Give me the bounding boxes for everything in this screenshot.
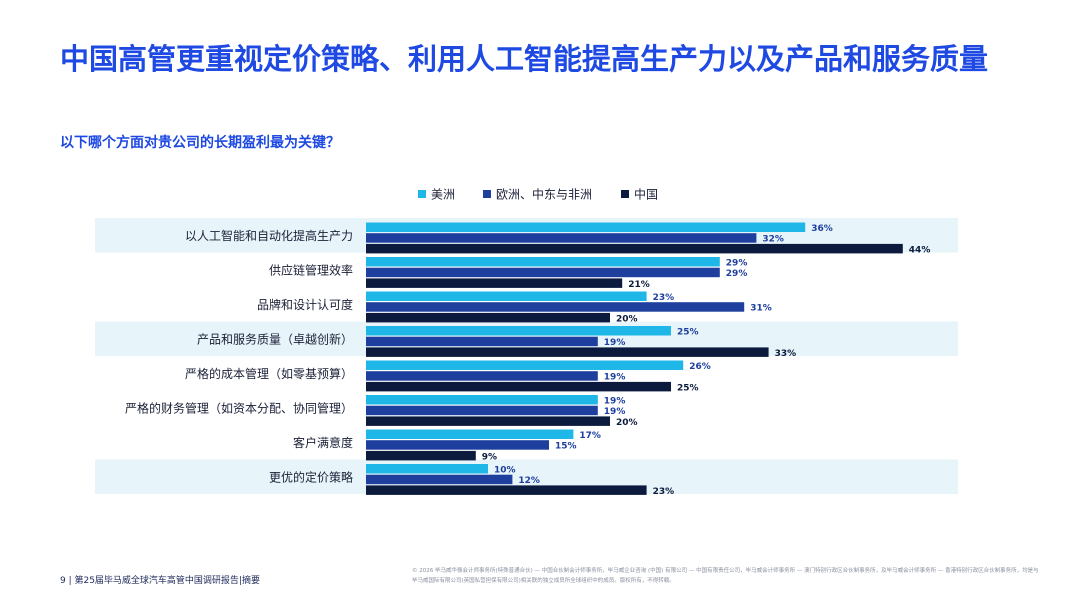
bar	[366, 429, 574, 439]
bar	[366, 450, 476, 461]
footer-copyright: © 2026 毕马威华振会计师事务所(特殊普通合伙) — 中国合伙制会计师事务所…	[412, 568, 1039, 584]
bar	[366, 336, 598, 347]
value-label: 25%	[677, 383, 699, 393]
bar	[366, 395, 598, 405]
legend-swatch	[621, 190, 629, 198]
bar	[366, 302, 745, 312]
bar	[366, 312, 610, 323]
value-label: 33%	[775, 349, 797, 359]
bar	[366, 233, 757, 243]
value-label: 25%	[677, 328, 699, 338]
value-label: 19%	[604, 397, 626, 407]
legend: 美洲 欧洲、中东与非洲 中国	[418, 187, 658, 202]
category-label: 产品和服务质量（卓越创新）	[197, 331, 353, 346]
value-label: 31%	[750, 304, 772, 314]
value-label: 12%	[518, 476, 540, 486]
bar	[366, 278, 623, 288]
value-label: 9%	[482, 452, 497, 462]
category-label: 客户满意度	[293, 435, 353, 450]
category-labels: 以人工智能和自动化提高生产力供应链管理效率品牌和设计认可度产品和服务质量（卓越创…	[125, 228, 353, 485]
bar	[366, 474, 513, 485]
legend-swatch	[418, 190, 426, 198]
value-label: 32%	[762, 235, 784, 245]
page-title: 中国高管更重视定价策略、利用人工智能提高生产力以及产品和服务质量	[60, 42, 989, 76]
legend-swatch	[483, 190, 491, 198]
category-label: 以人工智能和自动化提高生产力	[185, 228, 353, 243]
value-label: 19%	[604, 373, 626, 383]
bar	[366, 485, 647, 495]
category-label: 严格的财务管理（如资本分配、协同管理）	[125, 400, 353, 415]
bar	[366, 360, 684, 370]
value-label: 23%	[653, 293, 675, 303]
value-label: 44%	[909, 245, 931, 255]
legend-label: 美洲	[431, 188, 455, 202]
bar	[366, 243, 903, 254]
category-label: 更优的定价策略	[269, 469, 353, 484]
value-label: 17%	[579, 431, 601, 441]
value-label: 36%	[811, 224, 833, 234]
bar	[366, 440, 549, 450]
bar	[366, 381, 671, 392]
value-label: 29%	[726, 259, 748, 269]
category-label: 品牌和设计认可度	[257, 297, 353, 312]
bar	[366, 464, 488, 474]
value-label: 23%	[653, 487, 675, 497]
bar	[366, 267, 720, 278]
bar	[366, 347, 769, 357]
value-label: 26%	[689, 362, 711, 372]
value-label: 15%	[555, 442, 577, 452]
bar	[366, 257, 720, 267]
category-label: 供应链管理效率	[269, 262, 353, 277]
value-labels: 36%32%44%29%29%21%23%31%20%25%19%33%26%1…	[482, 224, 931, 497]
category-label: 严格的成本管理（如零基预算）	[185, 366, 353, 381]
bar	[366, 416, 610, 426]
bar	[366, 291, 647, 301]
footer-page-info: 9 | 第25届毕马威全球汽车高管中国调研报告|摘要	[60, 576, 260, 586]
value-label: 10%	[494, 466, 516, 476]
value-label: 29%	[726, 269, 748, 279]
value-label: 20%	[616, 418, 638, 428]
chart-question: 以下哪个方面对贵公司的长期盈利最为关键？	[60, 135, 340, 151]
value-label: 20%	[616, 314, 638, 324]
bar	[366, 222, 806, 232]
bar	[366, 371, 598, 381]
value-label: 19%	[604, 407, 626, 417]
legend-label: 欧洲、中东与非洲	[496, 187, 592, 202]
value-label: 21%	[628, 280, 650, 290]
legend-label: 中国	[634, 187, 658, 202]
bar	[366, 326, 671, 336]
value-label: 19%	[604, 338, 626, 348]
bar	[366, 405, 598, 416]
bars	[366, 222, 903, 495]
